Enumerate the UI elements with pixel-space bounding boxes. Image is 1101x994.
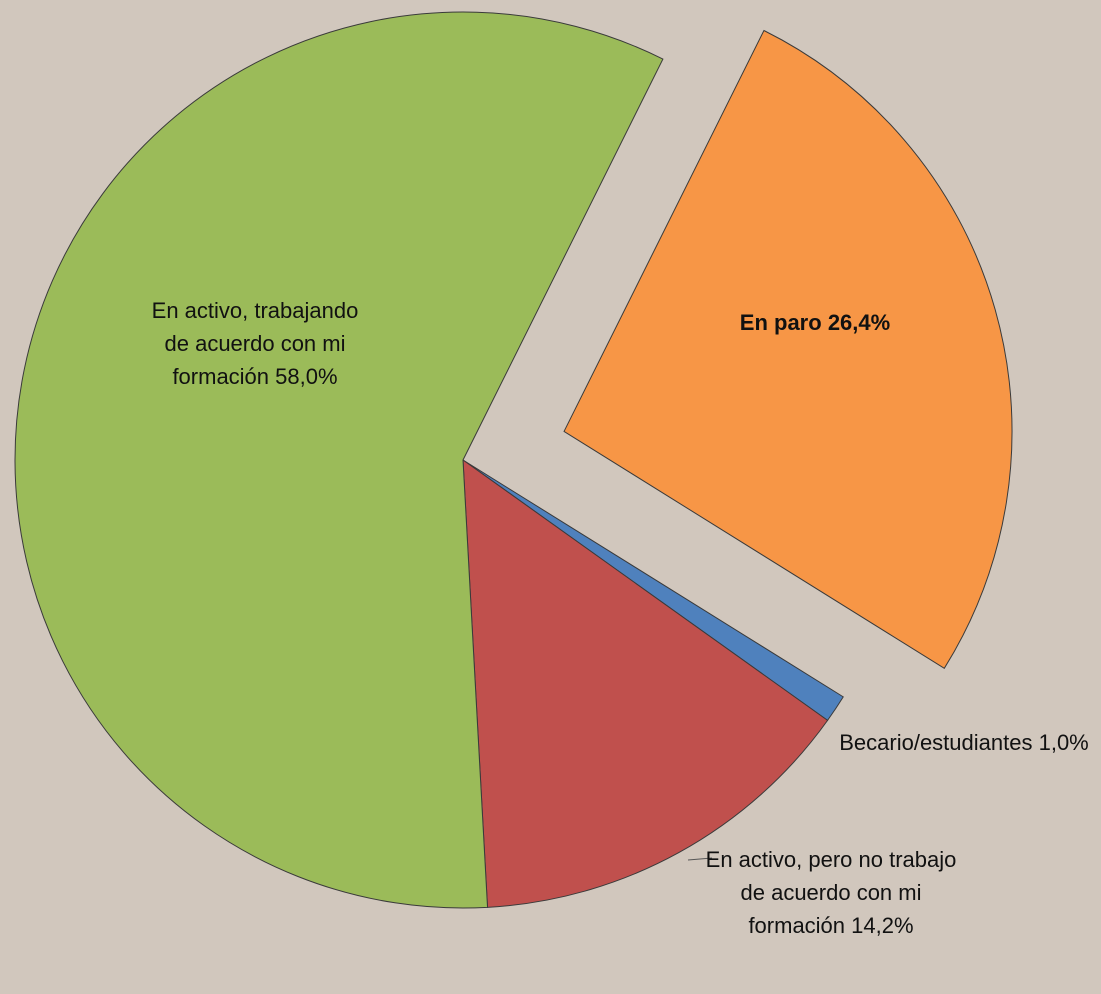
pie-slice [462,458,829,908]
pie-slice [563,29,1013,670]
slices [14,11,1013,909]
category-label: En activo, trabajando de acuerdo con mi … [151,298,359,389]
category-label: En activo, pero no trabajo de acuerdo co… [705,847,957,938]
leader-line [687,857,713,861]
pie-slice [14,11,664,909]
category-label: En paro [739,310,822,335]
value-label: 58,0% [275,364,338,389]
slice-label: En paro 26,4% [700,306,930,339]
slice-label: En activo, trabajando de acuerdo con mi … [150,294,360,393]
value-label: 14,2% [851,913,914,938]
value-label: 26,4% [827,310,891,335]
value-label: 1,0% [1038,730,1089,755]
category-label: Becario/estudiantes [839,730,1033,755]
slice-label: Becario/estudiantes 1,0% [828,726,1100,759]
slice-label: En activo, pero no trabajo de acuerdo co… [700,843,962,942]
